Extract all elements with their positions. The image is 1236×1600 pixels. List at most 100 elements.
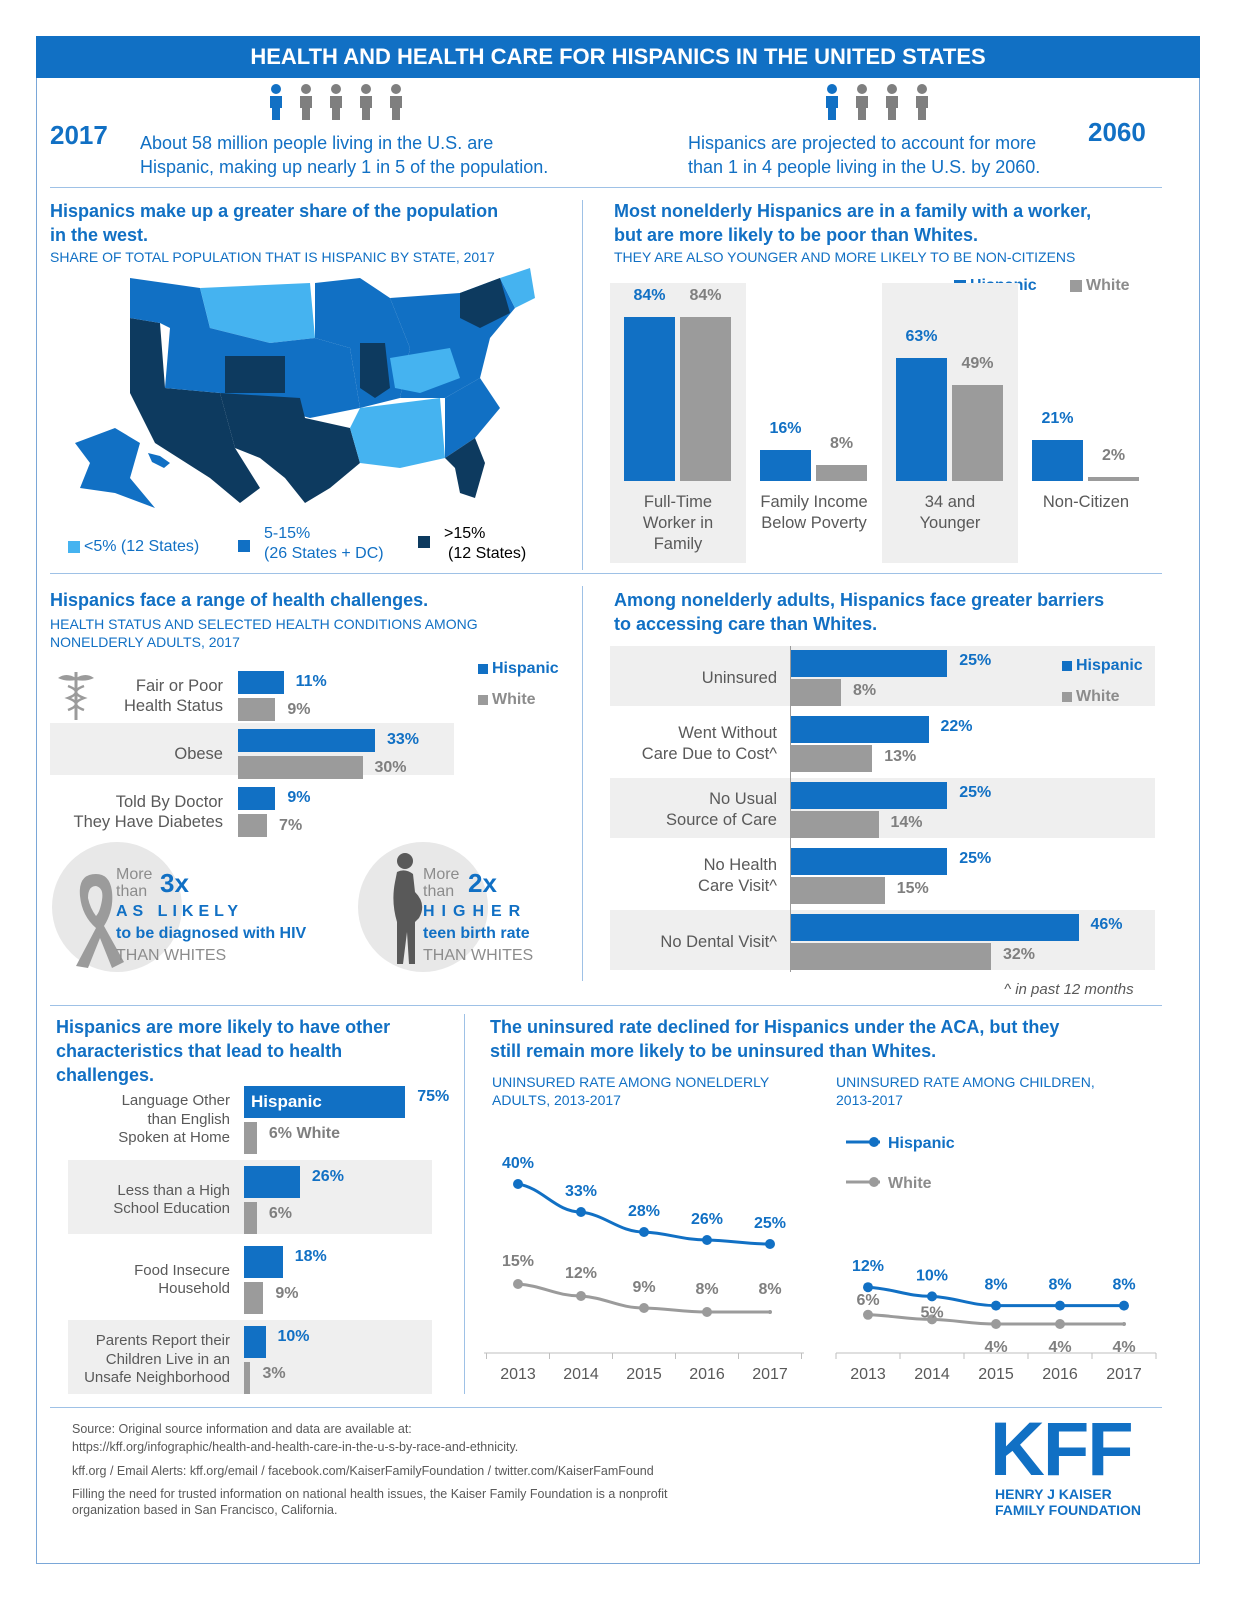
data-label-hispanic: 10%	[916, 1267, 948, 1284]
barriers-category-line: Care Visit^	[698, 877, 777, 895]
health-legend-hispanic: Hispanic	[478, 660, 559, 678]
characteristics-category-label: Language Other than English Spoken at Home	[68, 1092, 230, 1148]
x-tick-label: 2014	[914, 1366, 950, 1383]
person-icon	[917, 84, 927, 94]
characteristics-value-hispanic: 26%	[311, 1168, 344, 1185]
people-icons-1-in-4	[826, 84, 928, 120]
x-tick-label: 2013	[500, 1366, 536, 1383]
barriers-value-white: 32%	[1003, 946, 1036, 963]
teen-prefix: More than	[423, 866, 460, 900]
family-value-white: 49%	[961, 355, 994, 373]
person-icon-body	[360, 96, 372, 120]
data-label-white: 4%	[1048, 1339, 1071, 1356]
barriers-value-hispanic: 25%	[959, 850, 992, 867]
barriers-category-label: Went Without Care Due to Cost^	[612, 723, 777, 765]
characteristics-bar-hispanic	[244, 1246, 283, 1278]
children-trend-subtitle: UNINSURED RATE AMONG CHILDREN, 2013-2017	[836, 1074, 1095, 1108]
person-icon-body	[390, 96, 402, 120]
hiv-line-2: to be diagnosed with HIV	[116, 925, 307, 942]
hiv-prefix: More than	[116, 866, 153, 900]
health-value-white: 30%	[374, 759, 407, 776]
family-chart-title: Most nonelderly Hispanics are in a famil…	[614, 201, 1092, 245]
characteristics-category-line: Less than a High	[117, 1181, 230, 1199]
family-category-label: Family Income Below Poverty	[746, 492, 882, 534]
barriers-value-white: 8%	[853, 682, 877, 699]
characteristics-value-hispanic: 10%	[277, 1328, 310, 1345]
data-label-white: 4%	[1112, 1339, 1135, 1356]
footer-links[interactable]: kff.org / Email Alerts: kff.org/email / …	[72, 1464, 654, 1478]
barriers-chart-title: Among nonelderly adults, Hispanics face …	[614, 590, 1105, 634]
family-value-hispanic: 84%	[633, 287, 666, 305]
barriers-category-line: Uninsured	[701, 668, 777, 687]
barriers-bar-hispanic	[791, 716, 929, 743]
children-trend-chart: 2013 2014 2015 2016 2017 12% 10% 8% 8% 8% 6% 5% 4% 4%…	[835, 1258, 1157, 1383]
data-point-hispanic	[1119, 1300, 1129, 1311]
health-bar-hispanic	[238, 671, 284, 694]
divider	[582, 200, 583, 570]
data-label-hispanic: 33%	[565, 1183, 597, 1200]
barriers-category-line: Care Due to Cost^	[641, 745, 777, 763]
characteristics-category-label: Food Insecure Household	[68, 1262, 230, 1299]
kff-logo-subtitle: HENRY J KAISER FAMILY FOUNDATION	[995, 1486, 1141, 1518]
health-category-line: They Have Diabetes	[73, 813, 224, 831]
family-bar-hispanic	[896, 358, 947, 481]
family-value-hispanic: 63%	[905, 328, 938, 346]
adults-trend-chart: 2013 2014 2015 2016 2017 40% 33% 28% 26% 25% 15% 12…	[484, 1155, 804, 1383]
characteristics-value-white: 6% White	[268, 1125, 341, 1142]
barriers-bar-hispanic	[791, 650, 948, 677]
map-legend-low: <5% (12 States)	[68, 538, 199, 556]
data-point-hispanic	[991, 1300, 1001, 1311]
data-label-white: 9%	[632, 1279, 655, 1296]
characteristics-category-line: School Education	[113, 1200, 230, 1217]
characteristics-category-line: Language Other	[121, 1092, 230, 1110]
teen-multiplier: 2x	[468, 868, 497, 898]
data-point-white	[639, 1303, 649, 1313]
family-bar-white	[680, 317, 731, 481]
data-label-white: 12%	[565, 1265, 597, 1282]
family-value-white: 8%	[829, 435, 854, 453]
characteristics-value-hispanic: 18%	[294, 1248, 327, 1265]
family-category-label: Non-Citizen	[1018, 492, 1154, 513]
data-label-hispanic: 40%	[502, 1155, 534, 1172]
map-northwest	[130, 278, 210, 328]
health-bar-hispanic	[238, 787, 276, 810]
legend-label-white: White	[888, 1175, 932, 1192]
hiv-line-3: THAN WHITES	[116, 947, 227, 964]
data-label-hispanic: 25%	[754, 1215, 786, 1232]
pregnant-woman-icon	[393, 853, 423, 964]
health-category-line: Obese	[174, 745, 223, 763]
characteristics-category-line: Parents Report their	[95, 1332, 230, 1350]
family-category-line: Worker in	[642, 514, 714, 532]
map-appalachia-light	[390, 348, 460, 393]
family-category-line: Non-Citizen	[1042, 493, 1130, 511]
data-label-white: 15%	[502, 1253, 534, 1270]
x-tick-label: 2015	[626, 1366, 662, 1383]
data-label-hispanic: 26%	[691, 1211, 723, 1228]
legend-swatch	[478, 663, 488, 674]
family-bar-white	[816, 465, 867, 481]
characteristics-bar-hispanic	[244, 1326, 266, 1358]
data-point-white	[513, 1279, 523, 1289]
characteristics-category-label: Less than a High School Education	[68, 1182, 230, 1219]
barriers-category-label: No Dental Visit^	[612, 932, 777, 953]
barriers-bar-white	[791, 943, 991, 970]
divider	[50, 573, 1162, 574]
map-illinois	[360, 343, 390, 398]
barriers-category-label: No Usual Source of Care	[612, 789, 777, 831]
legend-swatch-mid	[238, 540, 250, 552]
barriers-value-white: 13%	[884, 748, 917, 765]
data-point-white	[1055, 1319, 1065, 1329]
map-newengland	[500, 268, 535, 308]
person-icon	[827, 84, 837, 94]
data-label-hispanic: 8%	[1048, 1277, 1071, 1294]
characteristics-category-line: Household	[158, 1280, 230, 1297]
barriers-legend-white: White	[1062, 688, 1120, 706]
x-tick-label: 2015	[978, 1366, 1014, 1383]
characteristics-category-label: Parents Report their Children Live in an U…	[68, 1332, 230, 1388]
map-florida	[445, 438, 485, 498]
map-west-dark	[130, 318, 260, 503]
us-map	[75, 268, 535, 508]
map-southeast	[445, 378, 500, 458]
intro-right-text: Hispanics are projected to account for m…	[688, 133, 1041, 177]
family-value-white: 2%	[1101, 447, 1126, 465]
